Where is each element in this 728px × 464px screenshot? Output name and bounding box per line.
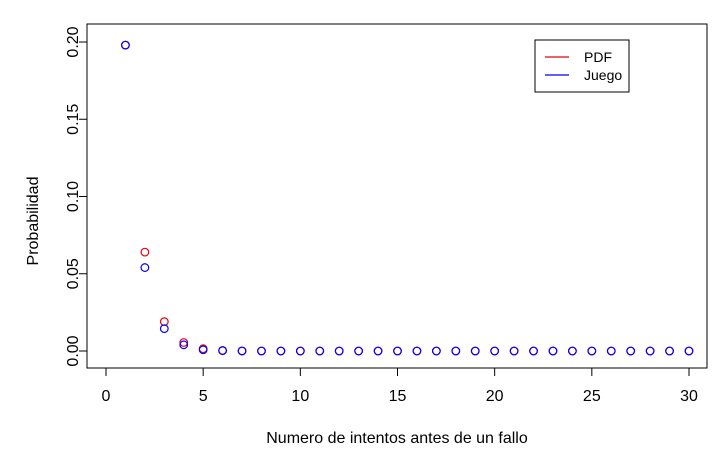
point-juego [626,346,636,356]
y-tick-label: 0.10 [65,181,82,212]
point-juego [295,346,305,356]
point-juego [140,263,150,272]
point-juego [529,346,538,356]
point-juego [179,340,189,350]
point-juego [315,346,325,356]
point-juego [509,346,519,356]
y-tick-label: 0.00 [65,335,82,366]
point-juego [121,40,130,50]
point-juego [354,346,364,356]
point-pdf [140,247,150,257]
point-pdf [179,338,189,347]
y-tick-label: 0.05 [65,258,82,289]
point-juego [606,346,616,356]
point-juego [276,346,286,356]
x-tick-label: 0 [102,388,111,405]
x-axis-title: Numero de intentos antes de un fallo [266,430,528,447]
y-axis-title: Probabilidad [25,177,42,266]
point-juego [665,346,674,356]
point-juego [334,346,344,356]
x-tick-label: 25 [583,388,601,405]
point-juego [431,346,441,356]
point-juego [451,346,461,356]
point-juego [470,346,480,356]
point-juego [373,346,383,356]
legend-label: PDF [584,49,612,65]
point-juego [587,346,597,356]
point-juego [237,346,247,356]
x-tick-label: 10 [291,388,309,405]
legend-label: Juego [584,67,622,83]
point-juego [412,346,422,356]
x-tick-label: 30 [680,388,698,405]
point-juego [159,324,169,333]
x-tick-label: 15 [389,388,407,405]
point-juego [218,346,228,356]
x-tick-label: 5 [199,388,208,405]
point-juego [684,346,694,356]
point-juego [645,346,655,356]
y-tick-label: 0.15 [65,104,82,135]
point-juego [198,345,208,355]
x-tick-label: 20 [486,388,504,405]
point-juego [568,346,577,356]
point-pdf [159,317,169,327]
legend-box [534,39,630,93]
y-tick-label: 0.20 [65,26,82,57]
point-juego [490,346,500,356]
point-juego [548,346,558,356]
point-juego [393,346,402,356]
point-juego [257,346,266,356]
